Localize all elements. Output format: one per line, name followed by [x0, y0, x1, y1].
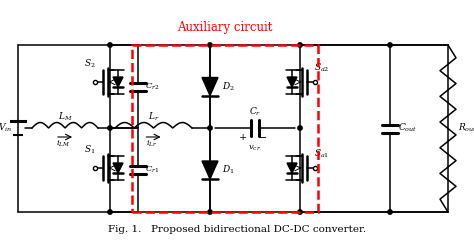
Circle shape: [208, 43, 212, 47]
Text: $S_{a2}$: $S_{a2}$: [314, 62, 330, 74]
Polygon shape: [113, 77, 123, 87]
Circle shape: [108, 210, 112, 214]
Polygon shape: [202, 78, 218, 96]
Circle shape: [388, 43, 392, 47]
Text: $S_1$: $S_1$: [84, 144, 96, 156]
Text: $L_r$: $L_r$: [148, 111, 159, 123]
Circle shape: [208, 210, 212, 214]
Circle shape: [298, 43, 302, 47]
Text: −: −: [258, 133, 268, 143]
Text: $C_{out}$: $C_{out}$: [398, 122, 418, 134]
Text: $C_{r2}$: $C_{r2}$: [145, 81, 159, 92]
Text: $D_2$: $D_2$: [221, 80, 235, 93]
Circle shape: [298, 210, 302, 214]
Polygon shape: [113, 163, 123, 173]
Polygon shape: [287, 77, 297, 87]
Text: $C_{r1}$: $C_{r1}$: [145, 165, 159, 175]
Circle shape: [388, 210, 392, 214]
Text: Auxiliary circuit: Auxiliary circuit: [177, 20, 273, 34]
Text: $i_{LM}$: $i_{LM}$: [56, 139, 70, 149]
Circle shape: [108, 43, 112, 47]
Text: $V_{in}$: $V_{in}$: [0, 122, 12, 134]
Text: $v_{cr}$: $v_{cr}$: [248, 144, 262, 153]
Polygon shape: [287, 163, 297, 173]
Text: $S_2$: $S_2$: [84, 58, 96, 70]
Text: Fig. 1.   Proposed bidirectional DC-DC converter.: Fig. 1. Proposed bidirectional DC-DC con…: [108, 226, 366, 234]
Bar: [132, 45, 318, 212]
Circle shape: [208, 126, 212, 130]
Text: +: +: [239, 133, 247, 143]
Text: $S_{a1}$: $S_{a1}$: [314, 148, 329, 160]
Text: $i_{Lr}$: $i_{Lr}$: [146, 139, 157, 149]
Text: $C_r$: $C_r$: [249, 106, 261, 118]
Text: $D_1$: $D_1$: [222, 164, 234, 176]
Polygon shape: [202, 161, 218, 179]
Circle shape: [108, 126, 112, 130]
Text: $L_M$: $L_M$: [58, 111, 73, 123]
Circle shape: [298, 126, 302, 130]
Text: $R_{out}$: $R_{out}$: [458, 122, 474, 134]
